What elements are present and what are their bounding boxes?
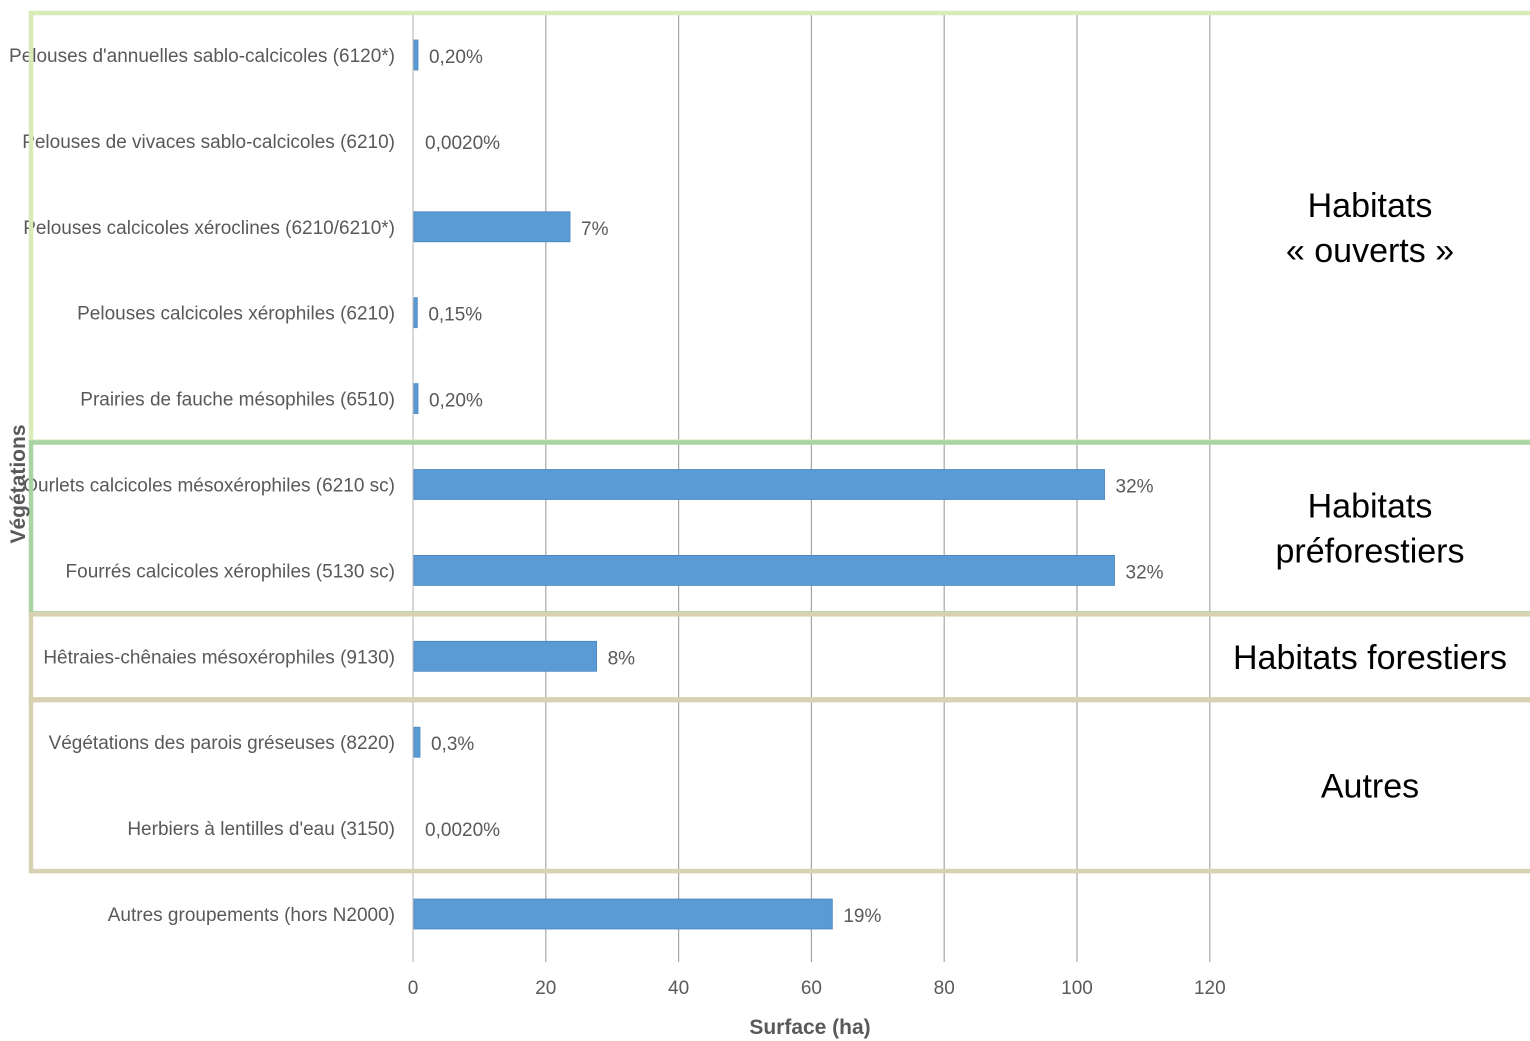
bar: [413, 726, 421, 758]
category-labels: Pelouses d'annuelles sablo-calcicoles (6…: [9, 46, 395, 926]
category-label: Prairies de fauche mésophiles (6510): [80, 390, 395, 411]
data-label: 7%: [581, 219, 609, 240]
data-label: 0,20%: [429, 391, 483, 412]
category-label: Pelouses calcicoles xérophiles (6210): [77, 304, 395, 325]
data-label: 0,15%: [428, 305, 482, 326]
data-label: 0,20%: [429, 47, 483, 68]
group-label: préforestiers: [1276, 532, 1465, 570]
data-labels: 0,20% 0,0020% 7% 0,15% 0,20% 32% 32% 8% 0,3% 0,00…: [425, 47, 1164, 927]
x-tick-label: 40: [668, 978, 689, 999]
category-label: Végétations des parois gréseuses (8220): [49, 733, 395, 754]
data-label: 32%: [1116, 477, 1154, 498]
x-tick-label: 100: [1061, 978, 1093, 999]
x-tick-label: 80: [934, 978, 955, 999]
data-label: 32%: [1126, 562, 1164, 583]
data-label: 0,0020%: [425, 133, 500, 154]
category-label: Pelouses de vivaces sablo-calcicoles (62…: [22, 132, 395, 153]
data-label: 19%: [843, 906, 881, 927]
bar: [413, 469, 1105, 500]
bar: [413, 640, 598, 672]
category-label: Ourlets calcicoles mésoxérophiles (6210 …: [23, 476, 395, 497]
group-label: Habitats: [1308, 187, 1433, 225]
data-label: 0,0020%: [425, 820, 500, 841]
x-tick-label: 120: [1194, 978, 1226, 999]
x-tick-label: 0: [408, 978, 419, 999]
group-box: [28, 697, 1530, 874]
y-axis-title: Végétations: [7, 424, 30, 543]
bars: [413, 39, 1115, 930]
category-label: Herbiers à lentilles d'eau (3150): [127, 819, 395, 840]
x-tick-labels: 0 20 40 60 80 100 120: [408, 978, 1226, 999]
category-label: Pelouses d'annuelles sablo-calcicoles (6…: [9, 46, 395, 67]
group-label: « ouverts »: [1286, 232, 1454, 270]
group-box: [28, 440, 1530, 616]
bar: [413, 297, 418, 329]
category-label: Autres groupements (hors N2000): [108, 905, 395, 926]
x-axis-title: Surface (ha): [749, 1016, 870, 1039]
group-label: Autres: [1321, 768, 1419, 806]
data-label: 8%: [608, 648, 636, 669]
category-label: Hêtraies-chênaies mésoxérophiles (9130): [43, 647, 395, 668]
category-label: Fourrés calcicoles xérophiles (5130 sc): [66, 561, 395, 582]
bar: [413, 555, 1115, 586]
bar: [413, 39, 419, 71]
bar: [413, 211, 571, 243]
x-tick-label: 60: [801, 978, 822, 999]
bar: [413, 383, 419, 415]
x-tick-label: 20: [535, 978, 556, 999]
group-label: Habitats: [1308, 487, 1433, 525]
group-boxes: Habitats « ouverts » Habitats préforestiers…: [28, 10, 1530, 874]
group-label: Habitats forestiers: [1233, 639, 1507, 677]
category-label: Pelouses calcicoles xéroclines (6210/621…: [23, 218, 395, 239]
bar: [413, 898, 833, 930]
data-label: 0,3%: [431, 734, 474, 755]
